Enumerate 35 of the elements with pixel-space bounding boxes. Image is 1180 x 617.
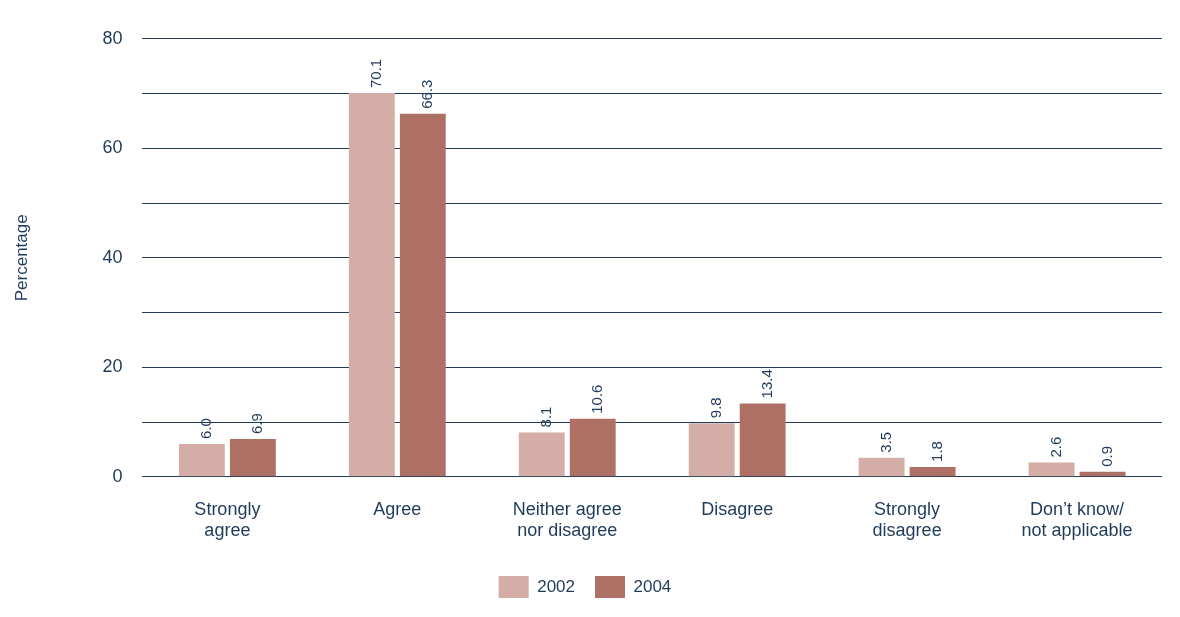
bar bbox=[229, 439, 276, 477]
y-tick-label: 80 bbox=[102, 27, 123, 48]
bar bbox=[1028, 462, 1075, 477]
bar bbox=[858, 457, 905, 477]
bar bbox=[348, 93, 395, 477]
y-tick-label: 20 bbox=[102, 356, 123, 377]
data-label: 2.6 bbox=[1046, 436, 1064, 458]
y-tick-label: 60 bbox=[102, 137, 123, 158]
legend-label: 2004 bbox=[633, 576, 672, 596]
bar bbox=[569, 418, 616, 477]
legend-label: 2002 bbox=[537, 576, 576, 596]
data-label: 1.8 bbox=[927, 441, 945, 462]
data-label: 0.9 bbox=[1097, 446, 1115, 467]
bar bbox=[399, 113, 446, 477]
x-tick-label: Neither agree nor disagree bbox=[512, 498, 622, 541]
x-tick-label: Disagree bbox=[701, 498, 774, 519]
data-label: 10.6 bbox=[587, 384, 605, 414]
y-axis-title: Percentage bbox=[11, 214, 31, 302]
data-label: 9.8 bbox=[706, 397, 724, 419]
x-tick-label: Agree bbox=[373, 498, 422, 519]
bar bbox=[739, 403, 786, 477]
bar bbox=[909, 466, 956, 477]
x-tick-label: Don’t know/ not applicable bbox=[1021, 498, 1133, 541]
y-tick-label: 40 bbox=[102, 246, 123, 267]
data-label: 3.5 bbox=[876, 431, 894, 453]
data-label: 70.1 bbox=[366, 58, 384, 88]
x-tick-label: Strongly agree bbox=[194, 498, 261, 541]
data-label: 6.0 bbox=[197, 418, 215, 439]
bar bbox=[178, 443, 225, 477]
data-label: 6.9 bbox=[248, 413, 266, 435]
bar bbox=[688, 423, 735, 477]
bar bbox=[518, 432, 565, 477]
x-tick-label: Strongly disagree bbox=[872, 498, 942, 541]
y-tick-label: 0 bbox=[112, 465, 123, 486]
data-label: 13.4 bbox=[757, 369, 775, 399]
